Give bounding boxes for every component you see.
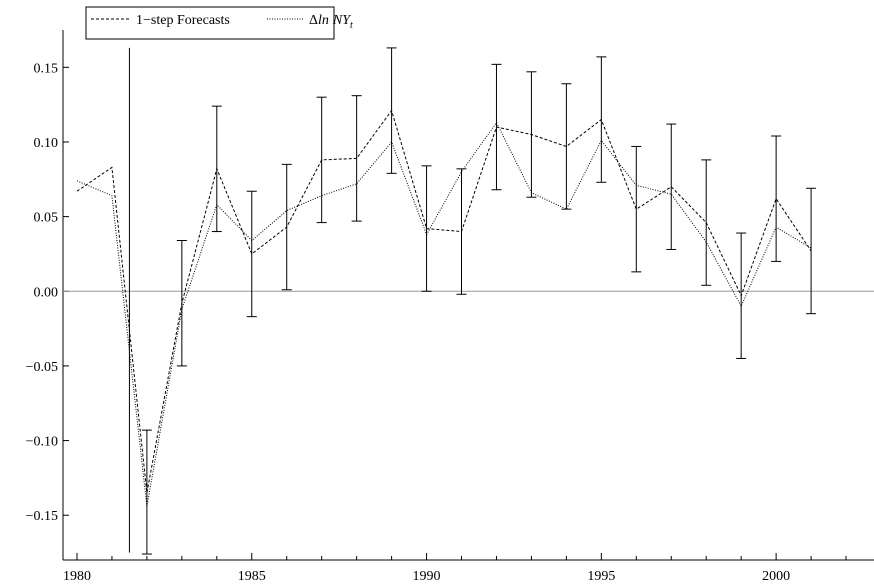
legend-delta: Δ	[309, 13, 318, 28]
y-tick-label: −0.05	[26, 360, 58, 375]
series-lines	[76, 109, 812, 507]
legend-ny: NY	[332, 13, 352, 28]
axes	[62, 30, 874, 561]
legend-label-forecasts: 1−step Forecasts	[136, 13, 230, 28]
tick-labels: 0.15 0.10 0.05 0.00 −0.05 −0.10 −0.15 1980 1985 1…	[26, 61, 791, 584]
x-tick-label: 1980	[63, 569, 91, 584]
y-tick-label: −0.15	[26, 509, 58, 524]
legend-ln: ln	[318, 13, 329, 28]
legend: 1−step Forecasts Δln NYt	[85, 6, 353, 40]
x-tick-label: 1995	[587, 569, 615, 584]
y-tick-label: 0.10	[34, 136, 59, 151]
x-tick-label: 1985	[238, 569, 266, 584]
y-tick-label: −0.10	[26, 435, 58, 450]
y-tick-label: 0.00	[34, 285, 59, 300]
y-tick-label: 0.05	[34, 211, 59, 226]
legend-label-dlnny: Δln NYt	[309, 13, 353, 31]
legend-box	[85, 6, 335, 40]
x-tick-label: 2000	[762, 569, 790, 584]
series-line-forecasts	[76, 109, 812, 493]
y-tick-label: 0.15	[34, 61, 59, 76]
x-tick-label: 1990	[413, 569, 441, 584]
legend-subscript: t	[350, 20, 353, 31]
series-line-dlnny	[76, 121, 812, 507]
error-bars	[128, 47, 817, 555]
